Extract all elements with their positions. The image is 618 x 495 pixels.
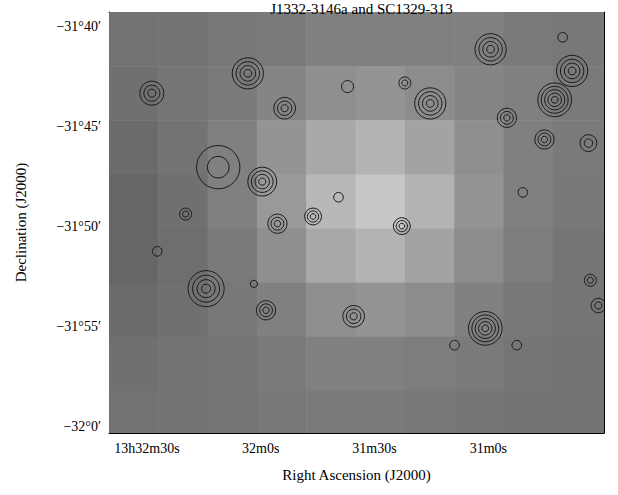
- svg-text:31m0s: 31m0s: [470, 441, 507, 456]
- svg-text:−31°50′: −31°50′: [56, 219, 101, 234]
- svg-text:13h32m30s: 13h32m30s: [114, 441, 179, 456]
- svg-text:−32°0′: −32°0′: [63, 419, 101, 434]
- svg-text:J1332-3146a and SC1329-313: J1332-3146a and SC1329-313: [270, 1, 453, 17]
- svg-text:32m0s: 32m0s: [242, 441, 279, 456]
- svg-text:−31°45′: −31°45′: [56, 119, 101, 134]
- svg-text:31m30s: 31m30s: [352, 441, 396, 456]
- svg-text:−31°55′: −31°55′: [56, 319, 101, 334]
- svg-text:Declination (J2000): Declination (J2000): [13, 163, 30, 283]
- svg-text:Right Ascension (J2000): Right Ascension (J2000): [282, 467, 430, 484]
- svg-text:−31°40′: −31°40′: [56, 19, 101, 34]
